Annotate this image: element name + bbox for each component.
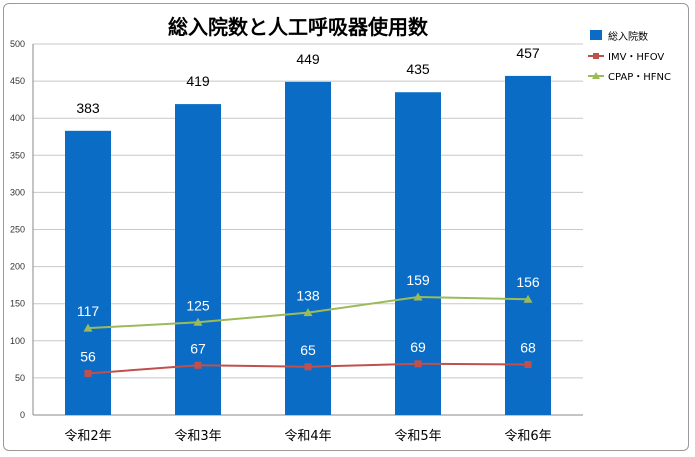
x-category-label: 令和5年	[394, 429, 441, 444]
line-data-label: 68	[520, 340, 536, 356]
bar	[285, 81, 331, 415]
x-category-label: 令和2年	[64, 429, 111, 444]
y-tick-label: 350	[10, 150, 25, 160]
legend-swatch	[590, 30, 602, 40]
line-data-label: 69	[410, 339, 426, 355]
bar	[505, 75, 551, 415]
y-tick-label: 50	[15, 373, 25, 383]
line-data-label: 67	[190, 340, 206, 356]
point-marker	[194, 361, 202, 369]
x-category-label: 令和3年	[174, 429, 221, 444]
bar-data-label: 457	[516, 45, 540, 61]
point-marker	[83, 323, 93, 332]
line-data-label: 138	[296, 288, 320, 304]
point-marker	[523, 294, 533, 303]
point-marker	[303, 308, 313, 317]
y-tick-label: 100	[10, 336, 25, 346]
chart-title: 総入院数と人工呼吸器使用数	[168, 15, 429, 39]
y-tick-label: 0	[20, 410, 25, 420]
bar-data-label: 419	[186, 73, 210, 89]
chart-frame	[3, 3, 689, 451]
legend-label: IMV・HFOV	[608, 52, 664, 63]
line-data-label: 156	[516, 274, 540, 290]
y-tick-label: 500	[10, 39, 25, 49]
y-tick-label: 450	[10, 76, 25, 86]
line-data-label: 117	[77, 303, 100, 319]
bar-data-label: 383	[76, 100, 100, 116]
y-tick-label: 200	[10, 262, 25, 272]
bar-data-label: 435	[406, 61, 430, 77]
legend-label: 総入院数	[608, 30, 648, 43]
point-marker	[414, 360, 422, 368]
line-data-label: 159	[406, 272, 430, 288]
x-category-label: 令和6年	[504, 429, 551, 444]
y-tick-label: 300	[10, 187, 25, 197]
bar-data-label: 449	[296, 51, 320, 67]
legend-marker	[593, 53, 599, 59]
point-marker	[304, 363, 312, 371]
point-marker	[84, 369, 92, 377]
y-tick-label: 400	[10, 113, 25, 123]
line-data-label: 125	[186, 297, 210, 313]
line-data-label: 65	[300, 342, 316, 358]
legend-label: CPAP・HFNC	[608, 72, 671, 83]
point-marker	[193, 317, 203, 326]
point-marker	[413, 292, 423, 301]
line-data-label: 56	[80, 348, 96, 364]
point-marker	[524, 361, 532, 369]
legend-marker	[592, 72, 600, 79]
y-tick-label: 250	[10, 225, 25, 235]
x-category-label: 令和4年	[284, 429, 331, 444]
y-tick-label: 150	[10, 299, 25, 309]
bar	[65, 130, 111, 415]
